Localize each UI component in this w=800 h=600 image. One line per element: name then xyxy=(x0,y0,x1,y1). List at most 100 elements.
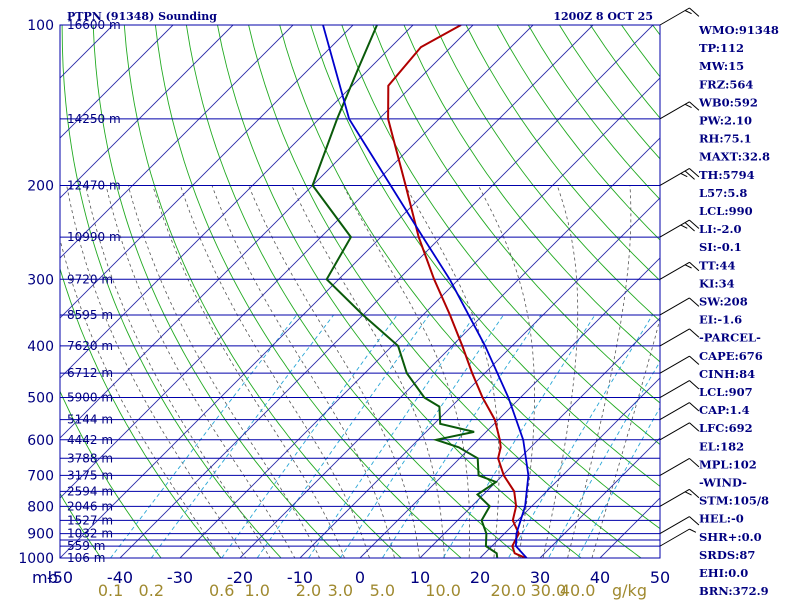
stat-item: LI:-2.0 xyxy=(699,222,742,236)
mixing-ratio-line xyxy=(150,314,334,558)
wind-barb-flag xyxy=(684,10,692,15)
pressure-tick-label: 500 xyxy=(27,391,54,407)
wind-barb-flag xyxy=(689,458,700,468)
y-axis-label: mb xyxy=(32,568,58,587)
height-label: 10990 m xyxy=(67,230,121,244)
wind-barb-flag xyxy=(684,103,692,109)
moist-adiabat-line xyxy=(248,185,420,558)
wind-barb-shaft xyxy=(659,168,690,186)
stat-item: CAP:1.4 xyxy=(699,403,750,417)
moist-adiabat-line xyxy=(180,185,370,558)
temperature-tick-label: 50 xyxy=(650,568,670,587)
wind-barb xyxy=(659,101,700,120)
wind-barb xyxy=(659,7,700,26)
pressure-tick-label: 1000 xyxy=(18,551,54,567)
height-label: 3175 m xyxy=(67,468,113,482)
isotherm-line xyxy=(60,25,534,499)
stat-item: LCL:907 xyxy=(699,385,753,399)
mixing-ratio-label: 0.1 xyxy=(98,581,123,600)
wind-barb-flag xyxy=(689,261,700,272)
mixing-ratio-label: 3.0 xyxy=(328,581,353,600)
wind-barb-shaft xyxy=(659,355,690,374)
stat-item: HEL:-0 xyxy=(699,512,744,526)
wind-barb xyxy=(659,380,700,398)
dry-adiabat-line xyxy=(434,25,660,322)
isotherm-line xyxy=(60,25,354,319)
height-label: 9720 m xyxy=(67,272,113,286)
stat-item: KI:34 xyxy=(699,276,735,290)
temperature-tick-label: -30 xyxy=(167,568,193,587)
dry-adiabat-line xyxy=(465,25,660,282)
wind-barb-shaft xyxy=(659,528,690,547)
stat-item: LCL:990 xyxy=(699,204,753,218)
height-label: 12470 m xyxy=(67,178,121,192)
wind-barb-shaft xyxy=(659,380,690,398)
moist-adiabat-line xyxy=(60,237,222,558)
stat-item: TP:112 xyxy=(699,41,744,55)
temperature-tick-label: 40 xyxy=(590,568,610,587)
wind-barb-shaft xyxy=(659,297,690,316)
stat-item: L57:5.8 xyxy=(699,186,747,200)
isotherm-line xyxy=(359,257,660,558)
wind-barb-shaft xyxy=(659,219,690,238)
mixing-ratio-label: 0.6 xyxy=(209,581,234,600)
temperature-tick-label: -50 xyxy=(47,568,73,587)
wind-barb-flag xyxy=(680,224,688,229)
stat-item: -WIND- xyxy=(699,476,747,490)
wind-barb-flag xyxy=(689,101,700,111)
height-label: 2594 m xyxy=(67,484,113,498)
stat-item: MAXT:32.8 xyxy=(699,150,770,164)
wind-barb xyxy=(659,261,700,280)
wind-barb-shaft xyxy=(659,402,690,421)
moist-adiabat-line xyxy=(127,185,321,558)
height-label: 6712 m xyxy=(67,366,113,380)
dry-adiabat-line xyxy=(60,390,162,558)
stat-item: WMO:91348 xyxy=(698,23,779,37)
temperature-tick-label: -20 xyxy=(227,568,253,587)
isotherm-line xyxy=(60,25,234,199)
wind-barb-shaft xyxy=(659,101,690,120)
dry-adiabat-line xyxy=(123,25,402,558)
moist-adiabat-line xyxy=(66,185,247,558)
dry-adiabat-line xyxy=(60,267,222,558)
stat-item: EL:182 xyxy=(699,439,744,453)
height-label: 5144 m xyxy=(67,413,113,427)
moist-adiabat-line xyxy=(567,185,632,558)
isotherm-line xyxy=(60,25,414,379)
temperature-tick-label: 0 xyxy=(355,568,365,587)
wind-barb xyxy=(659,528,697,547)
wind-barb-flag xyxy=(689,488,700,499)
grid-lines xyxy=(60,25,660,558)
temperature-tick-label: 30 xyxy=(530,568,550,587)
wind-barb-flag xyxy=(684,170,695,180)
height-label: 106 m xyxy=(67,551,105,565)
stat-item: CINH:84 xyxy=(699,367,755,381)
wind-barb-flag xyxy=(689,219,700,229)
dry-adiabat-line xyxy=(92,25,342,558)
height-label: 5900 m xyxy=(67,391,113,405)
stat-item: LFC:692 xyxy=(699,421,753,435)
isotherm-line xyxy=(239,137,660,558)
pressure-tick-label: 600 xyxy=(27,433,54,449)
wind-barb-flag xyxy=(680,173,688,178)
mixing-ratio-label: 0.2 xyxy=(139,581,164,600)
wind-barb-shaft xyxy=(659,7,690,26)
mixing-ratio-label: 1.0 xyxy=(244,581,269,600)
moist-adiabat-line xyxy=(211,185,395,558)
stat-item: MPL:102 xyxy=(699,457,757,471)
height-label: 559 m xyxy=(67,539,105,553)
dry-adiabat-line xyxy=(61,25,282,558)
temperature-tick-label: 10 xyxy=(410,568,430,587)
wind-barb xyxy=(659,458,700,476)
wind-barbs xyxy=(659,7,700,547)
pressure-tick-label: 900 xyxy=(27,527,54,543)
height-label: 1032 m xyxy=(67,527,113,541)
stat-item: TT:44 xyxy=(699,258,736,272)
temperature-tick-label: -40 xyxy=(107,568,133,587)
isotherm-line xyxy=(179,77,660,558)
mixing-ratio-label: 5.0 xyxy=(370,581,395,600)
wind-barb xyxy=(659,422,700,441)
moist-adiabat-line xyxy=(291,185,445,558)
wind-barb-flag xyxy=(689,355,700,365)
mixing-ratio-label: 40.0 xyxy=(560,581,596,600)
